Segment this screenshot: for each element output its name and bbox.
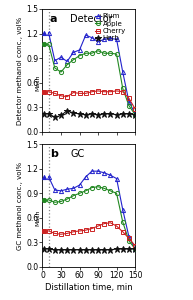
Text: Mash: Mash [36, 74, 41, 91]
Text: Mash: Mash [36, 210, 41, 226]
Text: Detector: Detector [70, 14, 113, 24]
Legend: Plum, Apple, Cherry, Herb: Plum, Apple, Cherry, Herb [94, 13, 126, 42]
Text: GC: GC [70, 149, 85, 159]
Y-axis label: Detector methanol conc., vol%: Detector methanol conc., vol% [17, 16, 23, 124]
X-axis label: Distillation time, min: Distillation time, min [45, 283, 133, 292]
Text: b: b [50, 149, 58, 159]
Y-axis label: GC methanol conc., vol%: GC methanol conc., vol% [17, 161, 23, 250]
Text: a: a [50, 14, 57, 24]
